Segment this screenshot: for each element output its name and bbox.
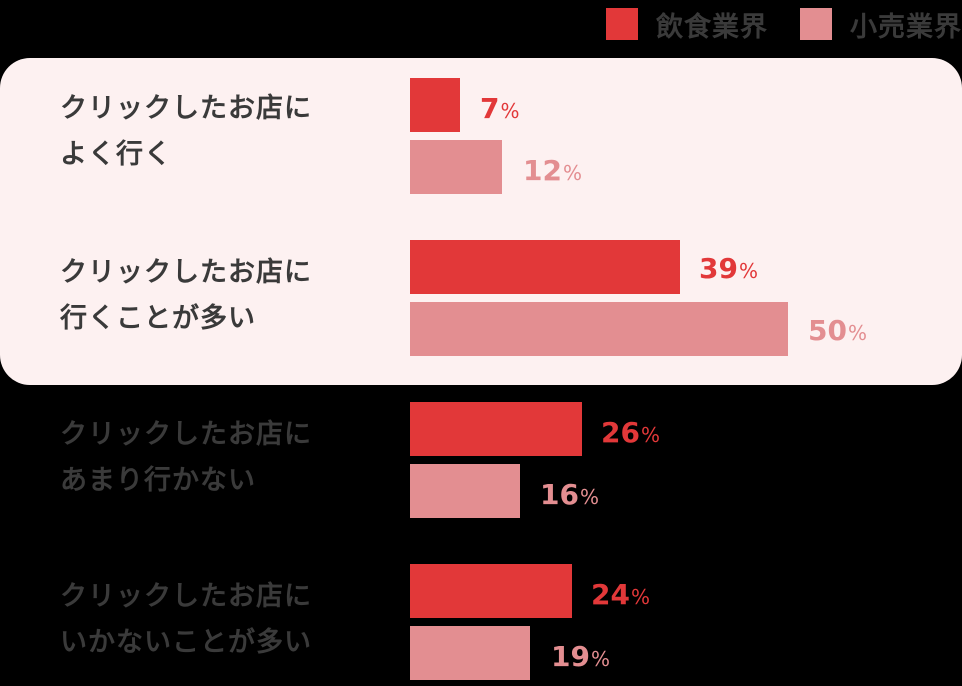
value-retail: 50%: [808, 314, 867, 347]
bar-group: クリックしたお店に いかないことが多い 24% 19%: [0, 564, 962, 684]
legend: 飲食業界 小売業界: [574, 8, 962, 43]
value-retail: 16%: [540, 478, 599, 511]
category-label: クリックしたお店に よく行く: [60, 86, 380, 178]
category-label-line2: いかないことが多い: [60, 627, 312, 658]
legend-label-food: 飲食業界: [656, 11, 768, 43]
value-retail: 12%: [523, 154, 582, 187]
category-label: クリックしたお店に いかないことが多い: [60, 574, 380, 666]
bar-group: クリックしたお店に よく行く 7% 12%: [0, 78, 962, 198]
legend-swatch-retail: [800, 8, 832, 40]
category-label-line2: 行くことが多い: [60, 303, 256, 334]
category-label-line1: クリックしたお店に: [60, 93, 312, 124]
legend-item-food: 飲食業界: [606, 5, 768, 44]
bar-food: [410, 78, 460, 132]
legend-swatch-food: [606, 8, 638, 40]
bar-retail: [410, 626, 530, 680]
bar-food: [410, 564, 572, 618]
bar-retail: [410, 302, 788, 356]
category-label-line2: よく行く: [60, 139, 172, 170]
category-label: クリックしたお店に 行くことが多い: [60, 250, 380, 342]
value-food: 24%: [591, 578, 650, 611]
bar-food: [410, 402, 582, 456]
bar-retail: [410, 464, 520, 518]
category-label: クリックしたお店に あまり行かない: [60, 412, 380, 504]
category-label-line1: クリックしたお店に: [60, 419, 312, 450]
legend-item-retail: 小売業界: [800, 5, 962, 44]
category-label-line2: あまり行かない: [60, 465, 256, 496]
bar-retail: [410, 140, 502, 194]
value-food: 39%: [699, 252, 758, 285]
category-label-line1: クリックしたお店に: [60, 581, 312, 612]
value-retail: 19%: [551, 640, 610, 673]
category-label-line1: クリックしたお店に: [60, 257, 312, 288]
bar-food: [410, 240, 680, 294]
legend-label-retail: 小売業界: [850, 11, 962, 43]
value-food: 7%: [480, 92, 520, 125]
bar-group: クリックしたお店に あまり行かない 26% 16%: [0, 402, 962, 522]
value-food: 26%: [601, 416, 660, 449]
bar-group: クリックしたお店に 行くことが多い 39% 50%: [0, 240, 962, 360]
